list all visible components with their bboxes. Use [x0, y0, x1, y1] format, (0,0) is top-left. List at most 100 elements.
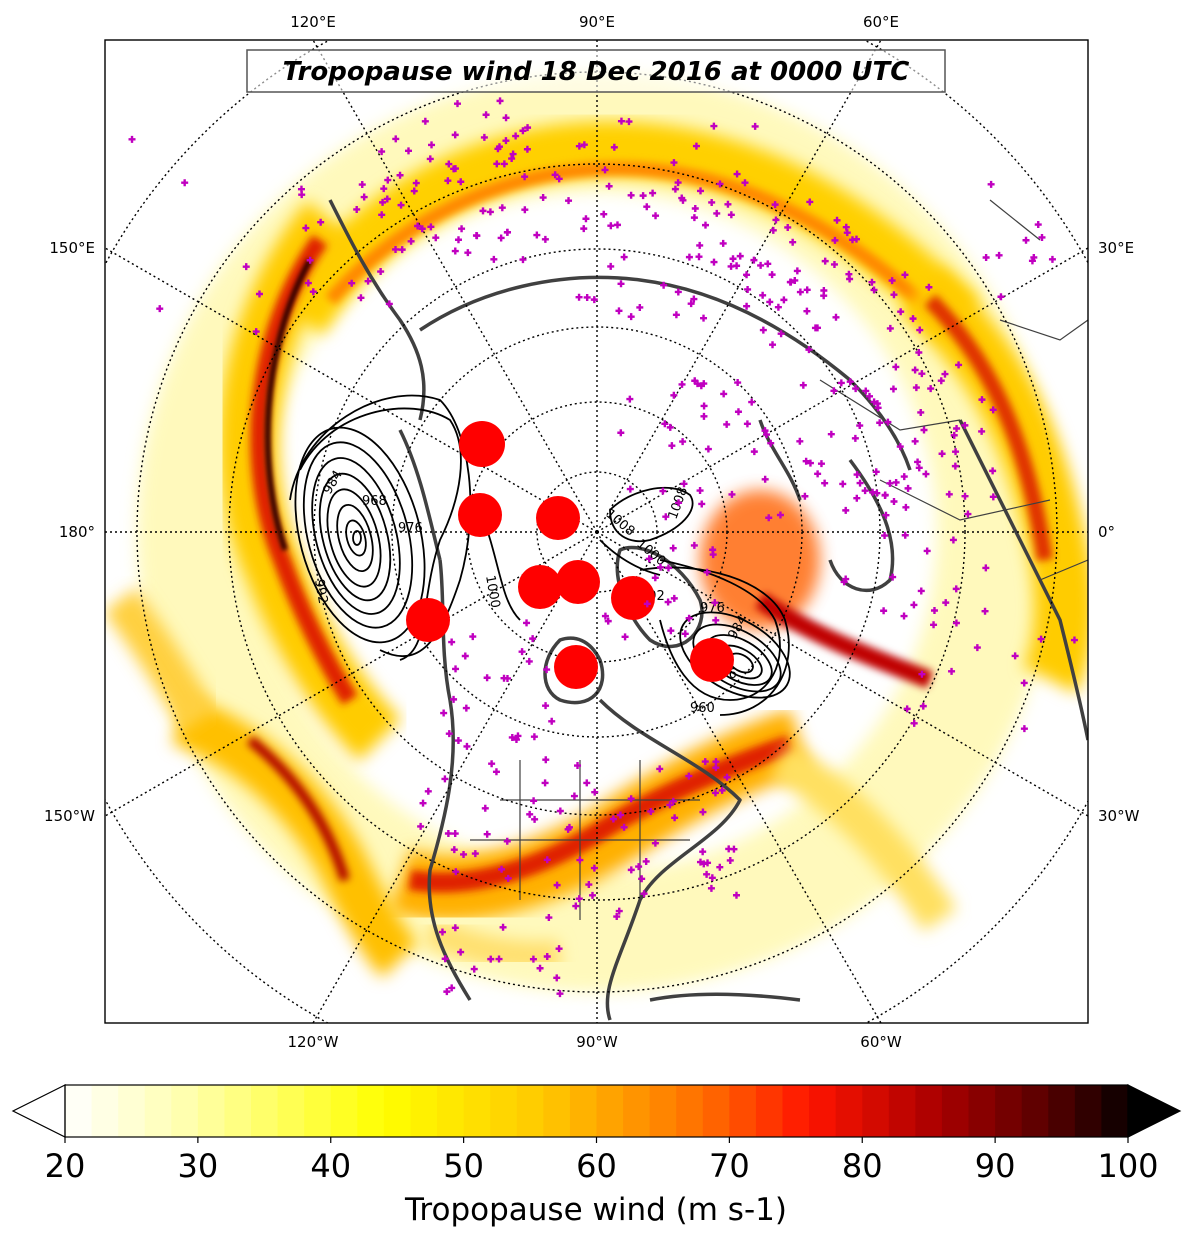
station-marker	[948, 667, 956, 675]
station-marker	[317, 218, 325, 226]
station-marker	[519, 127, 527, 135]
station-marker	[685, 253, 693, 261]
station-marker	[590, 296, 598, 304]
station-marker	[453, 100, 461, 108]
station-marker	[482, 111, 490, 119]
station-marker	[941, 370, 949, 378]
station-marker	[580, 141, 588, 149]
station-marker	[762, 431, 770, 439]
station-marker	[851, 434, 859, 442]
station-marker	[668, 442, 676, 450]
station-marker	[821, 479, 829, 487]
station-marker	[498, 204, 506, 212]
station-marker	[872, 468, 880, 476]
station-marker	[469, 633, 477, 641]
station-marker	[383, 195, 391, 203]
station-marker	[620, 823, 628, 831]
lon-label-bottom: 90°W	[576, 1033, 618, 1051]
station-marker	[927, 385, 935, 393]
lon-label-bottom: 60°W	[860, 1033, 902, 1051]
station-marker	[690, 214, 698, 222]
station-marker	[925, 283, 933, 291]
station-marker	[922, 470, 930, 478]
station-marker	[651, 839, 659, 847]
station-marker	[652, 212, 660, 220]
station-marker	[774, 303, 782, 311]
station-marker	[518, 648, 526, 656]
station-marker	[802, 457, 810, 465]
station-markers	[128, 97, 1078, 998]
station-marker	[530, 733, 538, 741]
station-marker	[700, 380, 708, 388]
station-marker	[953, 425, 961, 433]
station-marker	[575, 293, 583, 301]
station-marker	[832, 313, 840, 321]
station-marker	[882, 511, 890, 519]
station-marker	[978, 396, 986, 404]
station-marker	[526, 810, 534, 818]
station-marker	[588, 891, 596, 899]
station-marker	[615, 907, 623, 915]
station-marker	[553, 974, 561, 982]
colorbar-swatch	[65, 1085, 93, 1137]
station-marker	[582, 215, 590, 223]
station-marker	[997, 293, 1005, 301]
station-marker	[707, 884, 715, 892]
colorbar-swatch	[277, 1085, 305, 1137]
station-marker	[617, 429, 625, 437]
station-marker	[776, 511, 784, 519]
low-center-marker	[518, 565, 562, 609]
station-marker	[736, 252, 744, 260]
station-marker	[901, 531, 909, 539]
station-marker	[917, 408, 925, 416]
station-marker	[627, 866, 635, 874]
station-marker	[417, 822, 425, 830]
station-marker	[680, 480, 688, 488]
station-marker	[759, 291, 767, 299]
station-marker	[716, 863, 724, 871]
colorbar-swatch	[755, 1085, 784, 1137]
station-marker	[784, 223, 792, 231]
station-marker	[989, 406, 997, 414]
station-marker	[480, 133, 488, 141]
station-marker	[881, 491, 889, 499]
station-marker	[724, 200, 732, 208]
station-marker	[460, 850, 468, 858]
station-marker	[496, 97, 504, 105]
station-marker	[392, 245, 400, 253]
station-marker	[530, 797, 538, 805]
station-marker	[575, 895, 583, 903]
station-marker	[591, 788, 599, 796]
lon-label-left: 150°W	[44, 807, 95, 825]
station-marker	[892, 478, 900, 486]
station-marker	[651, 574, 659, 582]
station-marker	[556, 990, 564, 998]
station-marker	[699, 848, 707, 856]
station-marker	[861, 487, 869, 495]
station-marker	[759, 326, 767, 334]
station-marker	[789, 238, 797, 246]
colorbar-swatch	[330, 1085, 358, 1137]
colorbar: 20 30 40 50 60 70 80 90 100 Tropopause wind (m s…	[11, 1084, 1182, 1228]
station-marker	[876, 419, 884, 427]
station-marker	[920, 426, 928, 434]
station-marker	[712, 758, 720, 766]
station-marker	[897, 308, 905, 316]
station-marker	[493, 160, 501, 168]
station-marker	[452, 665, 460, 673]
colorbar-swatch	[941, 1085, 970, 1137]
station-marker	[687, 300, 695, 308]
station-marker	[727, 211, 735, 219]
station-marker	[497, 234, 505, 242]
station-marker	[704, 445, 712, 453]
station-marker	[700, 314, 708, 322]
colorbar-swatch	[702, 1085, 730, 1137]
colorbar-max-extension	[1127, 1084, 1182, 1138]
station-marker	[380, 185, 388, 193]
station-marker	[483, 830, 491, 838]
station-marker	[627, 795, 635, 803]
station-marker	[764, 260, 772, 268]
station-marker	[950, 431, 958, 439]
station-marker	[780, 296, 788, 304]
station-marker	[601, 612, 609, 620]
